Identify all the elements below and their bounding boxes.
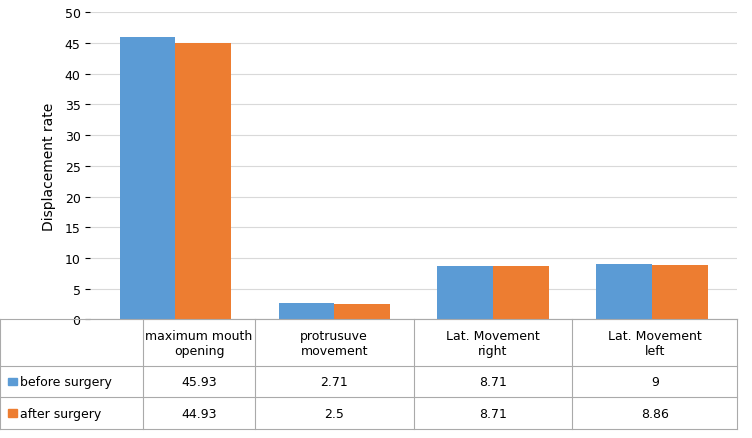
Y-axis label: Displacement rate: Displacement rate: [42, 102, 56, 230]
Text: 8.86: 8.86: [641, 407, 669, 420]
Text: before surgery: before surgery: [20, 375, 112, 388]
Bar: [175, 44, 231, 320]
Bar: [596, 265, 652, 320]
Text: 2.71: 2.71: [320, 375, 348, 388]
Text: 8.71: 8.71: [479, 375, 507, 388]
Text: 44.93: 44.93: [181, 407, 217, 420]
Text: maximum mouth
opening: maximum mouth opening: [145, 329, 253, 357]
Bar: [493, 266, 549, 320]
Bar: [278, 303, 334, 320]
Text: 9: 9: [650, 375, 659, 388]
Text: 2.5: 2.5: [324, 407, 344, 420]
Text: Lat. Movement
left: Lat. Movement left: [608, 329, 702, 357]
Bar: [652, 265, 708, 320]
Text: Lat. Movement
right: Lat. Movement right: [446, 329, 540, 357]
Bar: [438, 266, 493, 320]
Bar: [120, 38, 175, 320]
Text: protrusuve
movement: protrusuve movement: [300, 329, 368, 357]
Text: 8.71: 8.71: [479, 407, 507, 420]
Text: after surgery: after surgery: [20, 407, 102, 420]
Bar: [334, 304, 390, 320]
Text: 45.93: 45.93: [181, 375, 217, 388]
